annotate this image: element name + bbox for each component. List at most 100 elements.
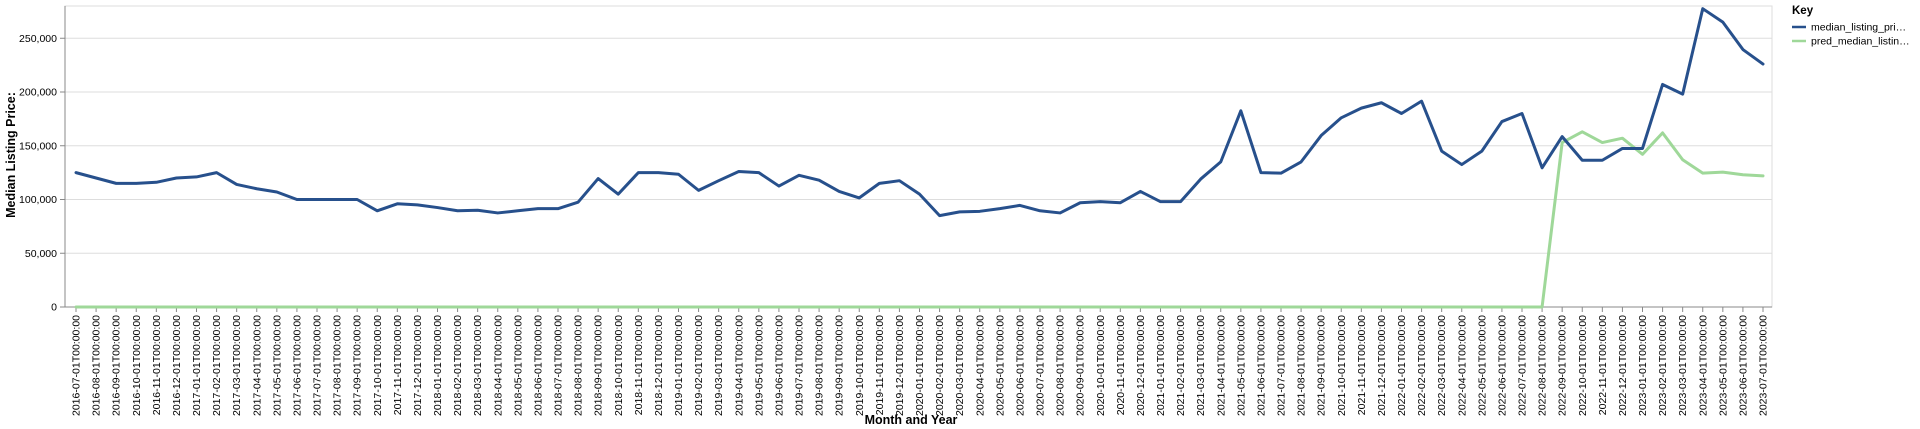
x-tick-label: 2021-02-01T00:00:00 — [1175, 315, 1187, 416]
x-tick-label: 2021-04-01T00:00:00 — [1215, 315, 1227, 416]
x-tick-label: 2022-01-01T00:00:00 — [1396, 315, 1408, 416]
x-tick-label: 2018-11-01T00:00:00 — [633, 315, 645, 415]
y-tick-label: 150,000 — [19, 140, 57, 152]
y-tick-label: 200,000 — [19, 87, 57, 99]
x-tick-label: 2020-05-01T00:00:00 — [994, 315, 1006, 416]
series-line — [74, 130, 1765, 309]
x-tick-label: 2018-05-01T00:00:00 — [512, 315, 524, 416]
x-tick-label: 2022-10-01T00:00:00 — [1577, 315, 1589, 416]
x-tick-label: 2017-08-01T00:00:00 — [332, 315, 344, 416]
x-tick-label: 2020-01-01T00:00:00 — [914, 315, 926, 416]
x-tick-label: 2020-07-01T00:00:00 — [1035, 315, 1047, 416]
x-tick-label: 2019-11-01T00:00:00 — [874, 315, 886, 415]
x-tick-label: 2021-01-01T00:00:00 — [1155, 315, 1167, 416]
x-tick-label: 2023-03-01T00:00:00 — [1677, 315, 1689, 416]
x-tick-label: 2019-05-01T00:00:00 — [753, 315, 765, 416]
x-tick-label: 2018-07-01T00:00:00 — [553, 315, 565, 416]
x-tick-label: 2020-09-01T00:00:00 — [1075, 315, 1087, 416]
x-tick-label: 2018-10-01T00:00:00 — [613, 315, 625, 416]
x-tick-label: 2017-09-01T00:00:00 — [352, 315, 364, 416]
x-axis: 2016-07-01T00:00:00 2016-08-01T00:00:00 20… — [65, 306, 1772, 416]
x-tick-label: 2016-12-01T00:00:00 — [171, 315, 183, 416]
legend: Key median_listing_pri… pred_median_listi… — [1792, 5, 1910, 48]
x-tick-label: 2017-06-01T00:00:00 — [291, 315, 303, 416]
x-tick-label: 2017-11-01T00:00:00 — [392, 315, 404, 415]
x-tick-label: 2019-01-01T00:00:00 — [673, 315, 685, 416]
x-tick-label: 2021-08-01T00:00:00 — [1296, 315, 1308, 416]
x-tick-label: 2021-11-01T00:00:00 — [1356, 315, 1368, 415]
x-tick-label: 2017-10-01T00:00:00 — [372, 315, 384, 416]
y-tick-label: 100,000 — [19, 194, 57, 206]
x-tick-label: 2019-04-01T00:00:00 — [733, 315, 745, 416]
x-tick-label: 2022-05-01T00:00:00 — [1476, 315, 1488, 416]
x-tick-label: 2016-09-01T00:00:00 — [111, 315, 123, 416]
x-tick-label: 2016-10-01T00:00:00 — [131, 315, 143, 416]
x-tick-label: 2021-05-01T00:00:00 — [1235, 315, 1247, 416]
x-tick-label: 2018-12-01T00:00:00 — [653, 315, 665, 416]
x-tick-label: 2017-07-01T00:00:00 — [312, 315, 324, 416]
x-tick-label: 2023-02-01T00:00:00 — [1657, 315, 1669, 416]
x-tick-label: 2022-07-01T00:00:00 — [1517, 315, 1529, 416]
x-tick-label: 2019-03-01T00:00:00 — [713, 315, 725, 416]
x-tick-label: 2022-02-01T00:00:00 — [1416, 315, 1428, 416]
x-tick-label: 2018-08-01T00:00:00 — [573, 315, 585, 416]
x-tick-label: 2020-11-01T00:00:00 — [1115, 315, 1127, 415]
x-tick-label: 2019-07-01T00:00:00 — [794, 315, 806, 416]
x-tick-label: 2020-04-01T00:00:00 — [974, 315, 986, 416]
x-tick-label: 2020-03-01T00:00:00 — [954, 315, 966, 416]
x-tick-label: 2020-08-01T00:00:00 — [1055, 315, 1067, 416]
x-tick-label: 2022-08-01T00:00:00 — [1537, 315, 1549, 416]
x-tick-label: 2016-08-01T00:00:00 — [91, 315, 103, 416]
x-tick-label: 2022-09-01T00:00:00 — [1557, 315, 1569, 416]
x-tick-label: 2018-04-01T00:00:00 — [492, 315, 504, 416]
x-tick-label: 2017-01-01T00:00:00 — [191, 315, 203, 416]
x-tick-label: 2021-03-01T00:00:00 — [1195, 315, 1207, 416]
series-lines — [74, 7, 1765, 309]
x-tick-label: 2019-08-01T00:00:00 — [814, 315, 826, 416]
x-tick-label: 2020-10-01T00:00:00 — [1095, 315, 1107, 416]
y-tick-label: 0 — [51, 302, 57, 314]
x-tick-label: 2023-04-01T00:00:00 — [1697, 315, 1709, 416]
x-tick-label: 2021-06-01T00:00:00 — [1255, 315, 1267, 416]
x-tick-label: 2018-03-01T00:00:00 — [472, 315, 484, 416]
x-tick-label: 2017-05-01T00:00:00 — [271, 315, 283, 416]
y-axis-title: Median Listing Price: — [4, 92, 18, 218]
x-tick-label: 2019-12-01T00:00:00 — [894, 315, 906, 416]
x-tick-label: 2019-02-01T00:00:00 — [693, 315, 705, 416]
x-axis-title: Month and Year — [865, 413, 958, 427]
x-tick-label: 2022-12-01T00:00:00 — [1617, 315, 1629, 416]
x-tick-label: 2018-01-01T00:00:00 — [432, 315, 444, 416]
x-tick-label: 2016-11-01T00:00:00 — [151, 315, 163, 415]
x-tick-label: 2023-06-01T00:00:00 — [1737, 315, 1749, 416]
x-tick-label: 2018-09-01T00:00:00 — [593, 315, 605, 416]
x-tick-label: 2020-12-01T00:00:00 — [1135, 315, 1147, 416]
x-tick-label: 2017-12-01T00:00:00 — [412, 315, 424, 416]
plot-frame — [64, 5, 1773, 308]
x-tick-label: 2021-10-01T00:00:00 — [1336, 315, 1348, 416]
x-tick-label: 2019-10-01T00:00:00 — [854, 315, 866, 416]
x-tick-label: 2017-03-01T00:00:00 — [231, 315, 243, 416]
y-tick-label: 50,000 — [25, 248, 57, 260]
x-tick-label: 2023-05-01T00:00:00 — [1717, 315, 1729, 416]
x-tick-label: 2022-03-01T00:00:00 — [1436, 315, 1448, 416]
x-tick-label: 2022-06-01T00:00:00 — [1496, 315, 1508, 416]
x-tick-label: 2023-07-01T00:00:00 — [1758, 315, 1770, 416]
legend-label: pred_median_listin… — [1811, 36, 1910, 48]
x-tick-label: 2020-06-01T00:00:00 — [1014, 315, 1026, 416]
series-line — [74, 7, 1765, 218]
x-tick-label: 2016-07-01T00:00:00 — [71, 315, 83, 416]
x-tick-label: 2023-01-01T00:00:00 — [1637, 315, 1649, 416]
x-tick-label: 2022-04-01T00:00:00 — [1456, 315, 1468, 416]
legend-label: median_listing_pri… — [1811, 22, 1906, 34]
x-tick-label: 2018-06-01T00:00:00 — [532, 315, 544, 416]
x-tick-label: 2021-09-01T00:00:00 — [1316, 315, 1328, 416]
x-tick-label: 2017-04-01T00:00:00 — [251, 315, 263, 416]
x-tick-label: 2021-12-01T00:00:00 — [1376, 315, 1388, 416]
legend-title: Key — [1792, 5, 1814, 17]
x-tick-label: 2021-07-01T00:00:00 — [1276, 315, 1288, 416]
x-tick-label: 2022-11-01T00:00:00 — [1597, 315, 1609, 415]
x-tick-label: 2018-02-01T00:00:00 — [452, 315, 464, 416]
x-tick-label: 2019-06-01T00:00:00 — [773, 315, 785, 416]
y-axis: 0 50,000 100,000 150,000 200,000 250,000 — [19, 6, 66, 314]
